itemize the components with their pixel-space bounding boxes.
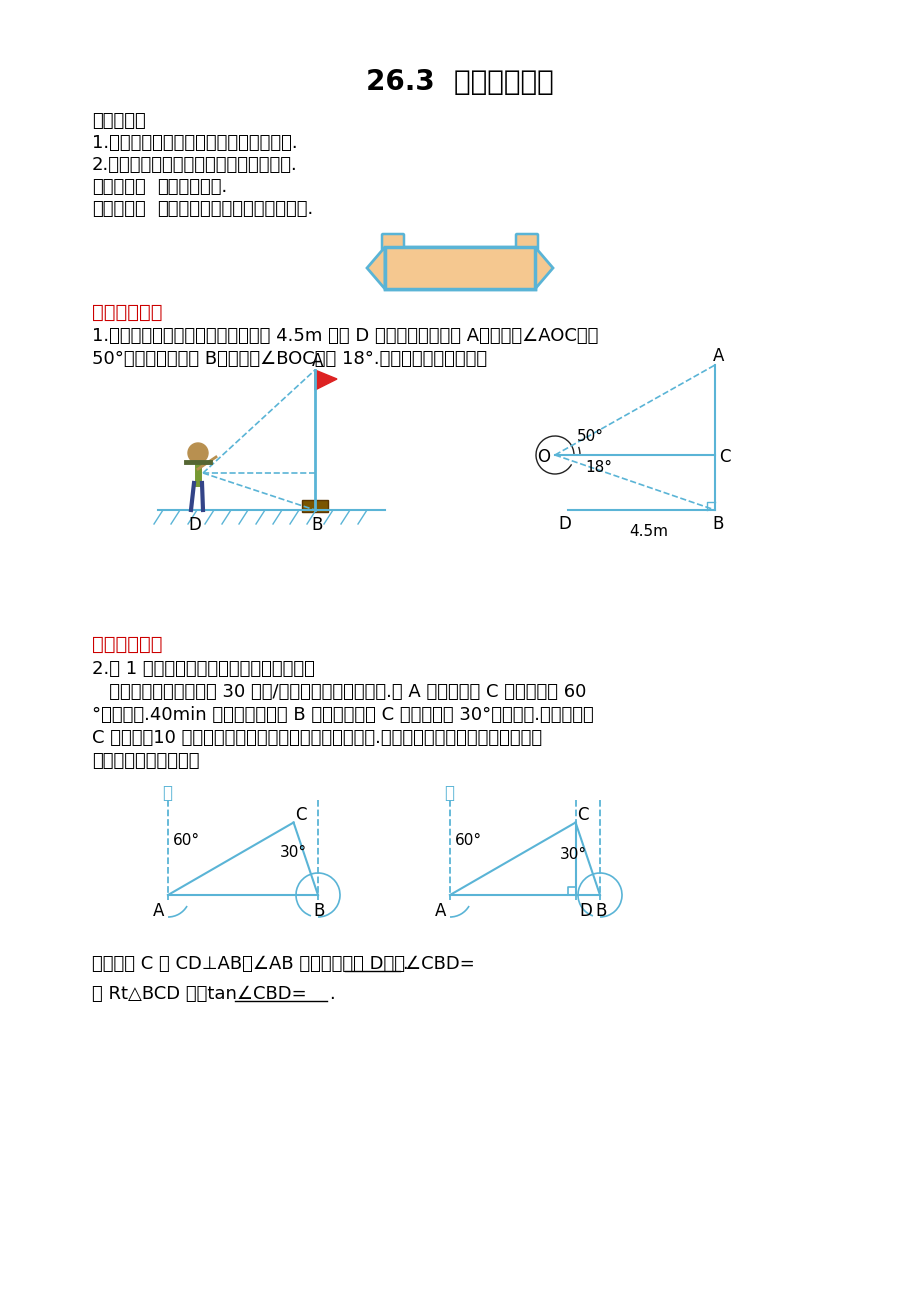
Polygon shape (314, 370, 336, 391)
Text: 运用解直角三角形解决实际问题.: 运用解直角三角形解决实际问题. (157, 201, 312, 217)
Text: A: A (153, 902, 165, 921)
Text: 4.5m: 4.5m (629, 523, 667, 539)
Text: 60°: 60° (173, 833, 200, 848)
Text: 自主学习: 自主学习 (431, 256, 488, 280)
Text: B: B (311, 516, 322, 534)
Text: C: C (577, 806, 588, 823)
Polygon shape (367, 247, 384, 289)
Text: B: B (711, 516, 722, 533)
Text: 1.（本章引例）如图，小明在距旗杆 4.5m 的点 D 处，仰视旗杆顶端 A，仰角（∠AOC）为: 1.（本章引例）如图，小明在距旗杆 4.5m 的点 D 处，仰视旗杆顶端 A，仰… (92, 327, 597, 345)
Text: 学习难点：: 学习难点： (92, 201, 145, 217)
FancyBboxPatch shape (384, 247, 535, 289)
Text: 解：过点 C 作 CD⊥AB，∠AB 的延长线于点 D，则∠CBD=: 解：过点 C 作 CD⊥AB，∠AB 的延长线于点 D，则∠CBD= (92, 954, 474, 973)
Text: 2.由 1 中的解题方法试着解下面这道题目：: 2.由 1 中的解题方法试着解下面这道题目： (92, 660, 314, 678)
Text: C: C (719, 448, 730, 466)
Text: 26.3  解直角三角形: 26.3 解直角三角形 (366, 68, 553, 96)
Text: C 为中心，10 海里为半径的范围内是暗礁最多的危险区.如果这艘渔船继续向东航行，有没: C 为中心，10 海里为半径的范围内是暗礁最多的危险区.如果这艘渔船继续向东航行… (92, 729, 541, 747)
Text: 一、知识链接: 一、知识链接 (92, 303, 163, 322)
Text: 学习目标：: 学习目标： (92, 112, 145, 130)
Text: 北: 北 (162, 784, 172, 802)
FancyBboxPatch shape (381, 234, 403, 250)
Text: 解直角三角形.: 解直角三角形. (157, 178, 227, 197)
Text: 60°: 60° (455, 833, 482, 848)
Text: 50°: 50° (576, 428, 604, 444)
Text: 30°: 30° (279, 845, 307, 861)
Text: D: D (579, 902, 592, 921)
FancyBboxPatch shape (516, 234, 538, 250)
FancyBboxPatch shape (384, 247, 535, 289)
Text: B: B (312, 902, 324, 921)
Text: O: O (537, 448, 550, 466)
Polygon shape (535, 247, 552, 289)
Text: 在 Rt△BCD 中，tan∠CBD=: 在 Rt△BCD 中，tan∠CBD= (92, 986, 306, 1003)
Text: B: B (595, 902, 606, 921)
Text: A: A (312, 352, 323, 370)
Text: D: D (558, 516, 571, 533)
Text: °的方向上.40min 后，渔船航行到 B 处，此时小岛 C 在船北偏东 30°的方向上.已知以小岛: °的方向上.40min 后，渔船航行到 B 处，此时小岛 C 在船北偏东 30°… (92, 706, 593, 724)
Text: .: . (403, 954, 408, 973)
Text: 有进入危险区的可能？: 有进入危险区的可能？ (92, 753, 199, 769)
Text: 1.能够解决与仰角、俯角有关的实际问题.: 1.能够解决与仰角、俯角有关的实际问题. (92, 134, 298, 152)
FancyBboxPatch shape (301, 500, 328, 512)
Text: A: A (712, 348, 723, 365)
Text: 2.能够解决与坡度、坡角有关的实际问题.: 2.能够解决与坡度、坡角有关的实际问题. (92, 156, 298, 174)
Text: D: D (187, 516, 200, 534)
Text: 如图所示，一艘渔船以 30 海里/时的速度由西向东航行.在 A 出看见小岛 C 在船北偏东 60: 如图所示，一艘渔船以 30 海里/时的速度由西向东航行.在 A 出看见小岛 C … (92, 684, 585, 700)
Text: 30°: 30° (560, 848, 586, 862)
Text: C: C (295, 806, 307, 823)
Text: 18°: 18° (584, 460, 611, 475)
Circle shape (187, 443, 208, 464)
Text: 二、新知预习: 二、新知预习 (92, 635, 163, 654)
Text: A: A (435, 902, 446, 921)
Text: 50°；俯视旗杆顶部 B，俯角（∠BOC）为 18°.旗杆的高约为多少米？: 50°；俯视旗杆顶部 B，俯角（∠BOC）为 18°.旗杆的高约为多少米？ (92, 350, 486, 368)
Text: 学习重点：: 学习重点： (92, 178, 145, 197)
Text: 北: 北 (444, 784, 453, 802)
Text: .: . (329, 986, 335, 1003)
